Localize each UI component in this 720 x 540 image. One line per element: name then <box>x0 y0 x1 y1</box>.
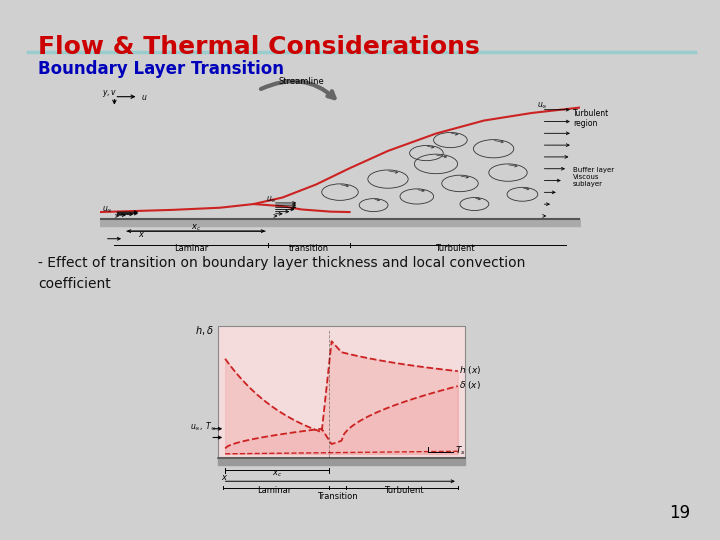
Text: - Effect of transition on boundary layer thickness and local convection
coeffici: - Effect of transition on boundary layer… <box>38 256 526 291</box>
Text: Buffer layer
Viscous
sublayer: Buffer layer Viscous sublayer <box>573 167 614 187</box>
Text: $u_{\infty}$: $u_{\infty}$ <box>102 204 113 214</box>
FancyBboxPatch shape <box>217 326 465 457</box>
Text: Flow & Thermal Considerations: Flow & Thermal Considerations <box>38 35 480 59</box>
Text: $\delta\ (x)$: $\delta\ (x)$ <box>459 379 481 391</box>
Text: transition: transition <box>289 244 329 253</box>
Text: Turbulent
region: Turbulent region <box>573 109 609 128</box>
Text: $u_{\infty}$: $u_{\infty}$ <box>266 194 276 204</box>
Text: Streamline: Streamline <box>279 77 325 86</box>
Text: Turbulent: Turbulent <box>384 487 423 495</box>
Text: $y, v$: $y, v$ <box>102 87 117 98</box>
Text: Laminar: Laminar <box>174 244 208 253</box>
Text: $u_{\infty},\ T_{\infty}$: $u_{\infty},\ T_{\infty}$ <box>191 421 217 433</box>
Text: $h\ (x)$: $h\ (x)$ <box>459 364 481 376</box>
Text: Transition: Transition <box>318 492 358 501</box>
Text: 19: 19 <box>669 504 690 522</box>
Text: $T_s$: $T_s$ <box>455 444 466 457</box>
Text: $x_c$: $x_c$ <box>272 469 282 480</box>
Text: $u$: $u$ <box>141 93 148 102</box>
Text: Turbulent: Turbulent <box>436 244 475 253</box>
Text: $x_c$: $x_c$ <box>191 222 201 233</box>
Text: Laminar: Laminar <box>258 487 292 495</box>
Text: $h, \delta$: $h, \delta$ <box>195 324 214 337</box>
Text: $x$: $x$ <box>138 230 145 239</box>
Text: $u_{\infty}$: $u_{\infty}$ <box>537 100 547 110</box>
Text: $x$: $x$ <box>222 472 229 482</box>
Text: Boundary Layer Transition: Boundary Layer Transition <box>38 60 284 78</box>
